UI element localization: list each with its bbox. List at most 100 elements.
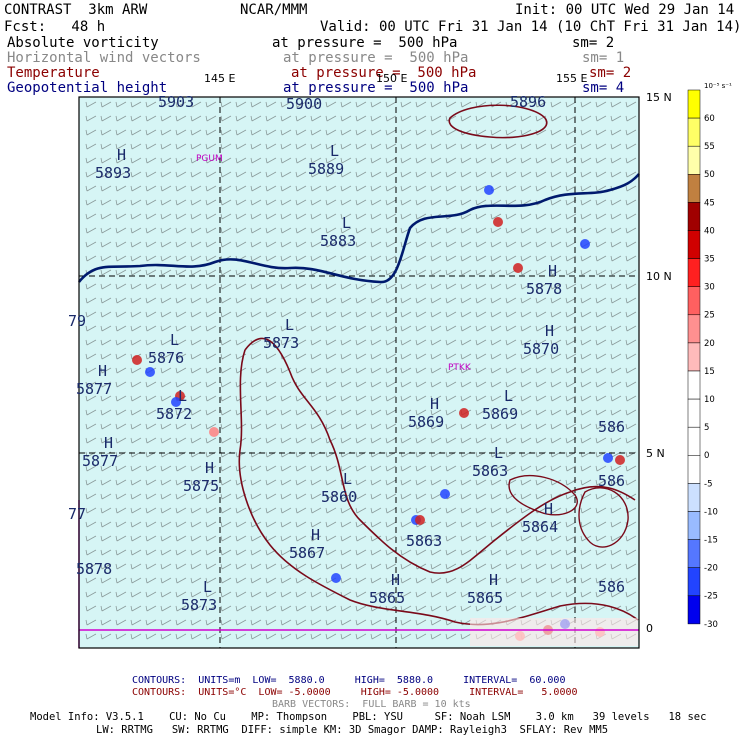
init-time: Init: 00 UTC Wed 29 Jan 14 (515, 2, 735, 18)
low-center-marker: L (342, 214, 351, 232)
low-center-marker: L (178, 387, 187, 405)
colorbar-tick-label: 35 (704, 255, 715, 265)
valid-time: Valid: 00 UTC Fri 31 Jan 14 (10 ChT Fri … (320, 19, 740, 35)
longitude-label: 155 E (556, 72, 587, 85)
latitude-label: 10 N (646, 270, 672, 283)
colorbar-segment (687, 567, 701, 597)
high-center-marker: H (548, 262, 557, 280)
legend-field-name: Absolute vorticity (7, 35, 159, 51)
colorbar-tick-label: 5 (704, 423, 709, 433)
colorbar-tick-label: 55 (704, 142, 715, 152)
legend-field-pressure: at pressure = 500 hPa (272, 35, 458, 51)
colorbar-unit: 10⁻⁵ s⁻¹ (704, 82, 732, 90)
colorbar-tick-label: 0 (704, 451, 709, 461)
map-frame (78, 96, 640, 649)
legend-field-smoothing: sm= 2 (572, 35, 615, 51)
height-value-label: 5870 (523, 340, 559, 358)
height-value-label: 5863 (406, 532, 442, 550)
high-center-marker: H (545, 322, 554, 340)
height-value-label: 77 (68, 505, 86, 523)
high-center-marker: H (544, 500, 553, 518)
colorbar-tick-label: -15 (704, 536, 718, 546)
height-value-label: 586 (598, 472, 625, 490)
height-value-label: 5883 (320, 232, 356, 250)
height-value-label: 5867 (289, 544, 325, 562)
colorbar-tick-label: -20 (704, 564, 718, 574)
height-value-label: 5896 (510, 93, 546, 111)
height-value-label: 79 (68, 312, 86, 330)
height-value-label: 5863 (472, 462, 508, 480)
height-value-label: 5877 (82, 452, 118, 470)
colorbar-tick-label: 60 (704, 114, 715, 124)
low-center-marker: L (330, 142, 339, 160)
station-label: PGUM (196, 154, 223, 164)
colorbar-tick-label: 20 (704, 339, 715, 349)
legend-field-pressure: at pressure = 500 hPa (283, 80, 469, 96)
height-contour-5880 (77, 173, 640, 284)
height-value-label: 5878 (526, 280, 562, 298)
height-value-label: 586 (598, 418, 625, 436)
contours-height-info: CONTOURS: UNITS=m LOW= 5880.0 HIGH= 5880… (132, 675, 566, 686)
colorbar-tick-label: 40 (704, 226, 715, 236)
colorbar-segment (687, 426, 701, 456)
vorticity-band (470, 618, 638, 646)
height-value-label: 5869 (408, 413, 444, 431)
high-center-marker: H (489, 571, 498, 589)
vorticity-maximum (440, 489, 450, 499)
low-center-marker: L (504, 387, 513, 405)
legend-field-smoothing: sm= 2 (589, 65, 632, 81)
legend-field-name: Horizontal wind vectors (7, 50, 201, 66)
center-label: NCAR/MMM (240, 2, 308, 18)
colorbar-segment (687, 342, 701, 372)
colorbar-tick-label: 10 (704, 395, 715, 405)
colorbar-segment (687, 286, 701, 316)
height-value-label: 5877 (76, 380, 112, 398)
low-center-marker: L (494, 444, 503, 462)
colorbar-tick-label: 30 (704, 283, 715, 293)
height-value-label: 5878 (76, 560, 112, 578)
height-value-label: 5873 (181, 596, 217, 614)
height-value-label: 5893 (95, 164, 131, 182)
low-center-marker: L (285, 316, 294, 334)
colorbar-segment (687, 314, 701, 344)
vorticity-maximum (145, 367, 155, 377)
colorbar-segment (687, 370, 701, 400)
legend-field-smoothing: sm= 4 (582, 80, 625, 96)
height-value-label: 5865 (369, 589, 405, 607)
vorticity-maximum (459, 408, 469, 418)
legend-field-name: Temperature (7, 65, 100, 81)
latitude-label: 5 N (646, 447, 665, 460)
colorbar-tick-label: -5 (704, 479, 712, 489)
legend-field-smoothing: sm= 1 (582, 50, 625, 66)
low-center-marker: L (170, 331, 179, 349)
high-center-marker: H (98, 362, 107, 380)
high-center-marker: H (391, 571, 400, 589)
height-value-label: 5876 (148, 349, 184, 367)
vorticity-maximum (484, 185, 494, 195)
colorbar-segment (687, 89, 701, 119)
vorticity-maximum (615, 455, 625, 465)
high-center-marker: H (104, 434, 113, 452)
height-value-label: 5900 (286, 95, 322, 113)
vorticity-maximum (415, 515, 425, 525)
station-label: PTKK (448, 363, 472, 373)
temperature-contour (448, 104, 548, 139)
colorbar-tick-label: 50 (704, 170, 715, 180)
vorticity-maximum (603, 453, 613, 463)
colorbar-segment (687, 230, 701, 259)
colorbar-segment (687, 117, 701, 147)
model-info: Model Info: V3.5.1 CU: No Cu MP: Thompso… (30, 711, 707, 723)
low-center-marker: L (343, 470, 352, 488)
vorticity-maximum (132, 355, 142, 365)
map-background (79, 97, 639, 648)
legend-field-pressure: at pressure = 500 hPa (283, 50, 469, 66)
low-center-marker: L (203, 578, 212, 596)
vorticity-maximum (493, 217, 503, 227)
colorbar-segment (687, 511, 701, 540)
longitude-label: 145 E (204, 72, 235, 85)
colorbar-tick-label: 15 (704, 367, 715, 377)
height-value-label: 5903 (158, 93, 194, 111)
temperature-contour (238, 337, 639, 626)
longitude-label: 150 E (376, 72, 407, 85)
colorbar-segment (687, 595, 701, 625)
